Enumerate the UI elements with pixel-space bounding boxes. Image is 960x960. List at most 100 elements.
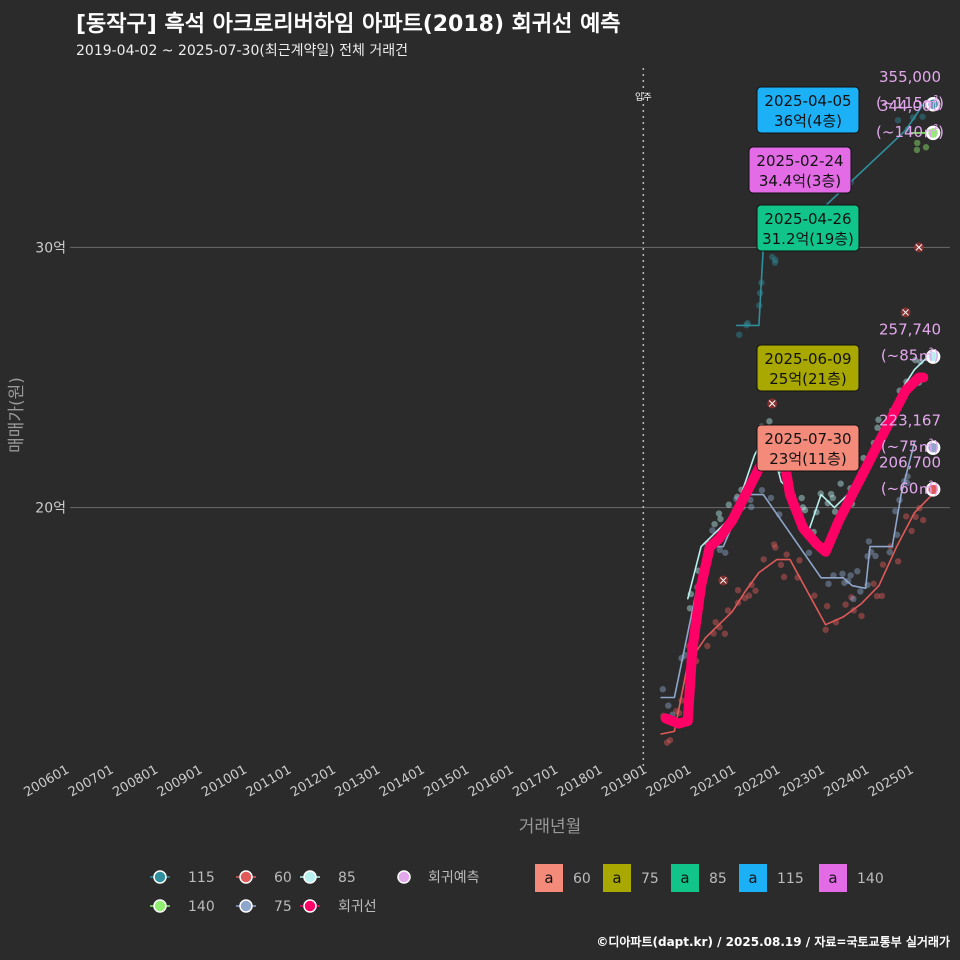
callout-price: 23억(11층): [769, 450, 846, 468]
transaction-dot: [872, 552, 879, 560]
transaction-dot: [663, 739, 671, 746]
callout-date: 2025-02-24: [756, 152, 843, 170]
x-tick-label: 201501: [422, 762, 472, 800]
x-tick-label: 200601: [22, 762, 72, 800]
transaction-dot: [894, 117, 902, 124]
legend-key-dot: [303, 870, 317, 884]
prediction-price: 223,167: [879, 412, 941, 430]
transaction-dot: [829, 494, 837, 502]
legend-label: 60: [274, 870, 292, 886]
legend-box-glyph: a: [748, 869, 757, 887]
transaction-dot: [920, 516, 927, 524]
legend-box-glyph: a: [680, 869, 689, 887]
cancelled-cross: [915, 244, 923, 251]
transaction-dot: [894, 558, 902, 565]
transaction-dot: [777, 561, 785, 569]
prediction-point-60: [925, 482, 941, 497]
x-tick-label: 200901: [155, 762, 205, 800]
transaction-dot: [752, 587, 759, 594]
transaction-dot: [917, 358, 924, 365]
transaction-dot: [912, 356, 919, 364]
legend-box: [739, 864, 767, 892]
x-tick-label: 201901: [599, 762, 649, 800]
transaction-dot: [766, 418, 773, 425]
series-line-60: [660, 493, 933, 735]
callout-price: 36억(4층): [774, 112, 842, 130]
legend-key-dot: [153, 870, 167, 884]
legend-key-dot: [239, 870, 253, 884]
x-tick-label: 200801: [110, 762, 160, 800]
chart-subtitle: 2019-04-02 ~ 2025-07-30(최근계약일) 전체 거래건: [76, 43, 408, 59]
transaction-dot: [913, 139, 921, 147]
y-tick-label: 20억: [35, 501, 66, 517]
prediction-price: 206,700: [879, 453, 941, 471]
chart-title: [동작구] 흑석 아크로리버하임 아파트(2018) 회귀선 예측: [76, 12, 621, 37]
callout-date: 2025-04-05: [764, 92, 851, 110]
legend-box: [819, 864, 847, 892]
prediction-area: (~75㎡): [881, 438, 939, 456]
x-tick-label: 202401: [822, 762, 872, 800]
prediction-point-85: [925, 349, 941, 364]
legend-label: 85: [338, 870, 356, 886]
transaction-dot: [768, 253, 776, 261]
transaction-dot: [823, 602, 831, 610]
callout-box-75: [756, 344, 860, 392]
transaction-dot: [736, 331, 743, 338]
transaction-dot: [686, 605, 694, 612]
transaction-dot: [709, 527, 716, 534]
transaction-dot: [873, 592, 881, 600]
legend-predict-label: 회귀예측: [428, 870, 480, 886]
x-tick-label: 201301: [333, 762, 383, 800]
legend-box-glyph: a: [828, 869, 837, 887]
x-tick-label: 201601: [466, 762, 516, 800]
prediction-area: (~60㎡): [881, 479, 939, 497]
transaction-dot: [659, 686, 667, 693]
legend-box-glyph: a: [544, 869, 553, 887]
source-credit: ©디아파트(dapt.kr) / 2025.08.19 / 자료=국토교통부 실…: [596, 935, 950, 949]
callout-box-85: [756, 204, 860, 252]
prediction-price: 355,000: [879, 68, 941, 86]
transaction-dot: [711, 520, 718, 528]
callout-price: 34.4억(3층): [759, 172, 841, 190]
x-tick-label: 201201: [288, 762, 338, 800]
legend-key-dot: [153, 899, 167, 913]
x-tick-label: 201801: [555, 762, 605, 800]
transaction-dot: [798, 494, 805, 502]
callout-date: 2025-06-09: [764, 350, 851, 368]
transaction-dot: [908, 527, 915, 535]
transaction-dot: [722, 549, 729, 556]
transaction-dot: [717, 515, 724, 523]
legend-box: [535, 864, 563, 892]
transaction-dot: [758, 487, 766, 494]
x-tick-label: 202201: [733, 762, 783, 800]
legend-label: 75: [274, 899, 292, 915]
x-tick-label: 201001: [199, 762, 249, 800]
legend-box-label: 75: [641, 871, 659, 887]
transaction-dot: [811, 592, 818, 599]
callout-price: 31.2억(19층): [762, 230, 854, 248]
transaction-dot: [879, 561, 887, 568]
transaction-dot: [830, 572, 837, 579]
legend-box-label: 85: [709, 871, 727, 887]
prediction-area: (~115㎡): [876, 94, 944, 112]
transaction-dot: [892, 507, 899, 515]
transaction-dot: [875, 416, 882, 423]
prediction-area: (~85㎡): [881, 347, 939, 365]
cancelled-cross: [768, 400, 776, 407]
transaction-dot: [712, 619, 719, 626]
transaction-dot: [770, 541, 778, 548]
prediction-area: (~140㎡): [876, 123, 944, 141]
legend-key-dot: [239, 899, 253, 913]
legend-label: 115: [188, 870, 215, 886]
transaction-dot: [839, 570, 846, 578]
series-line-85: [687, 355, 929, 600]
transaction-dot: [715, 510, 723, 517]
transaction-dot: [919, 113, 926, 120]
legend-box-label: 140: [857, 871, 884, 887]
callout-box-60: [756, 424, 860, 472]
transaction-dot: [865, 538, 873, 545]
callout-box-115: [756, 86, 860, 134]
callout-price: 25억(21층): [769, 370, 846, 388]
cancelled-cross: [719, 577, 727, 584]
x-tick-label: 202501: [866, 762, 916, 800]
